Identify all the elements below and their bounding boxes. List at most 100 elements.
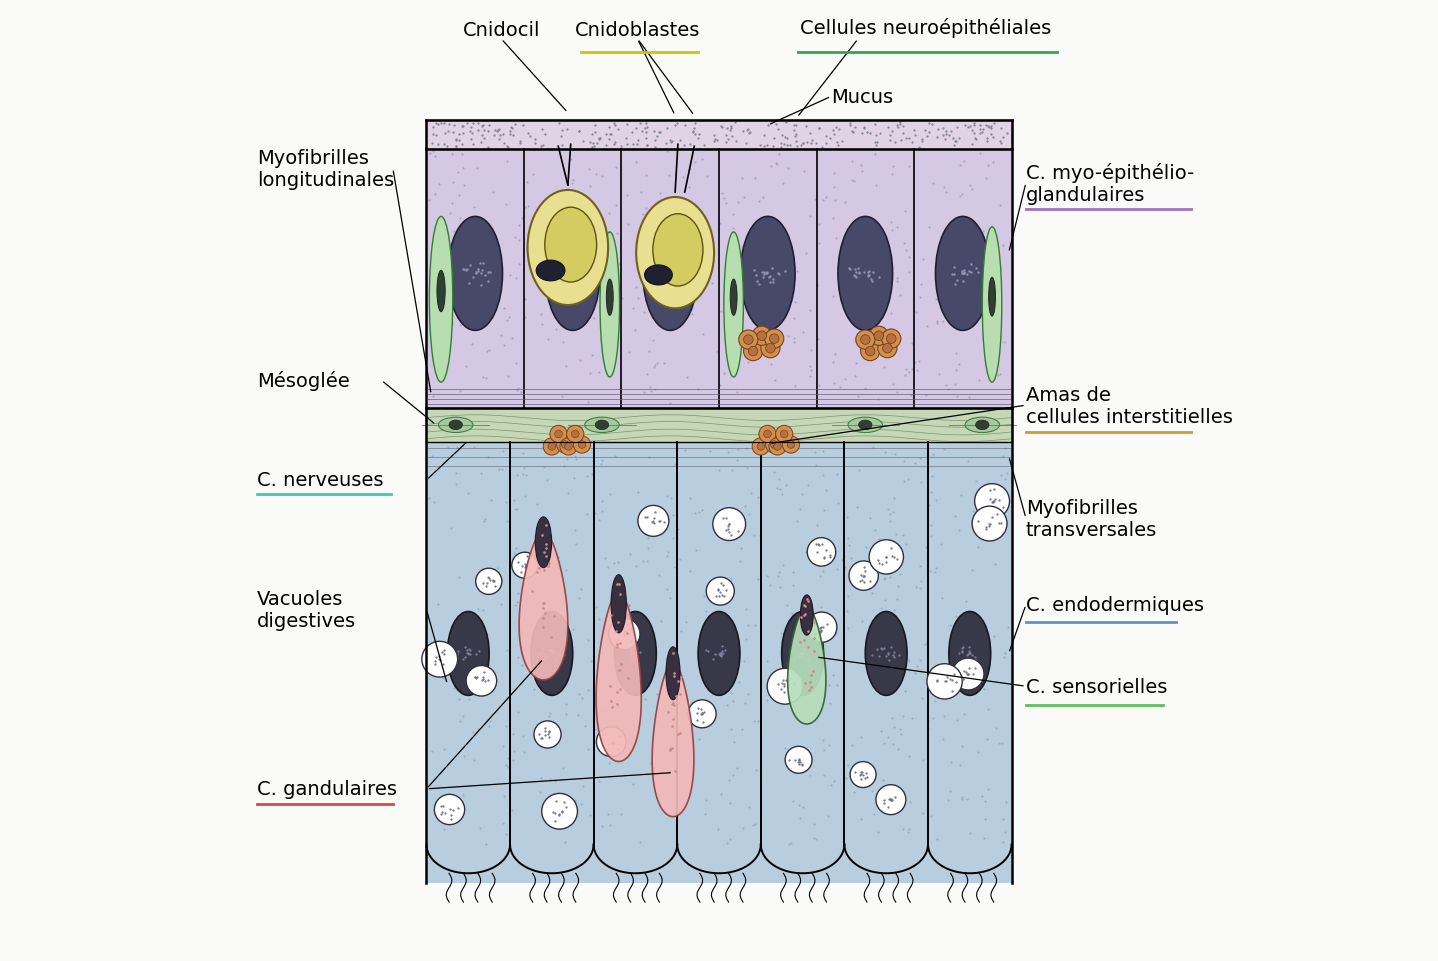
Ellipse shape <box>856 331 874 350</box>
Ellipse shape <box>535 517 552 568</box>
Ellipse shape <box>653 214 703 286</box>
Ellipse shape <box>512 553 538 579</box>
Ellipse shape <box>881 330 900 349</box>
Ellipse shape <box>447 217 502 331</box>
Text: C. gandulaires: C. gandulaires <box>256 779 397 799</box>
Ellipse shape <box>752 438 769 456</box>
Ellipse shape <box>741 217 795 331</box>
Polygon shape <box>519 532 568 680</box>
Ellipse shape <box>848 418 883 433</box>
Text: Mésoglée: Mésoglée <box>256 371 349 391</box>
Ellipse shape <box>559 438 577 456</box>
Ellipse shape <box>785 747 812 774</box>
Ellipse shape <box>739 331 758 350</box>
Ellipse shape <box>528 190 608 306</box>
Ellipse shape <box>731 280 738 316</box>
Ellipse shape <box>574 436 591 454</box>
Ellipse shape <box>595 421 608 431</box>
Ellipse shape <box>666 647 680 700</box>
Ellipse shape <box>549 426 567 443</box>
Ellipse shape <box>807 538 835 567</box>
Ellipse shape <box>781 431 788 438</box>
Text: Cnidocil: Cnidocil <box>463 21 541 39</box>
Ellipse shape <box>434 795 464 825</box>
Ellipse shape <box>533 721 561 749</box>
Ellipse shape <box>952 658 984 690</box>
Ellipse shape <box>638 505 669 537</box>
Ellipse shape <box>545 208 597 283</box>
Text: C. nerveuses: C. nerveuses <box>256 471 383 490</box>
Ellipse shape <box>928 664 962 700</box>
Ellipse shape <box>743 335 754 345</box>
Ellipse shape <box>706 578 735 605</box>
Ellipse shape <box>756 443 765 451</box>
Ellipse shape <box>449 421 463 431</box>
Ellipse shape <box>466 666 496 697</box>
Ellipse shape <box>565 443 572 451</box>
Ellipse shape <box>801 595 814 635</box>
Ellipse shape <box>774 443 781 451</box>
Ellipse shape <box>567 426 584 443</box>
Ellipse shape <box>544 438 561 456</box>
Ellipse shape <box>787 441 795 449</box>
Ellipse shape <box>614 612 656 696</box>
Text: C. myo-épithélio-
glandulaires: C. myo-épithélio- glandulaires <box>1025 162 1194 205</box>
Ellipse shape <box>611 575 627 633</box>
Ellipse shape <box>771 441 778 449</box>
Ellipse shape <box>766 669 802 704</box>
Ellipse shape <box>972 506 1007 541</box>
Ellipse shape <box>765 330 784 349</box>
Ellipse shape <box>531 612 572 696</box>
Text: Mucus: Mucus <box>831 87 893 107</box>
Ellipse shape <box>421 642 457 678</box>
Ellipse shape <box>866 612 907 696</box>
Ellipse shape <box>561 441 569 449</box>
Ellipse shape <box>869 540 903 575</box>
Ellipse shape <box>965 418 999 433</box>
Ellipse shape <box>752 327 771 346</box>
Ellipse shape <box>437 271 446 312</box>
Ellipse shape <box>447 612 489 696</box>
Polygon shape <box>597 592 641 762</box>
Text: Cellules neuroépithéliales: Cellules neuroépithéliales <box>800 18 1051 37</box>
Ellipse shape <box>536 260 565 282</box>
Bar <box>427 121 1011 150</box>
Ellipse shape <box>607 280 613 316</box>
Ellipse shape <box>557 436 574 454</box>
Ellipse shape <box>989 278 995 317</box>
Ellipse shape <box>877 339 897 358</box>
Ellipse shape <box>608 619 640 650</box>
Ellipse shape <box>775 426 792 443</box>
Bar <box>427 442 1011 883</box>
Ellipse shape <box>723 233 743 378</box>
Ellipse shape <box>697 612 741 696</box>
Ellipse shape <box>860 335 870 345</box>
Bar <box>427 150 1011 408</box>
Ellipse shape <box>597 727 626 756</box>
Ellipse shape <box>545 217 600 331</box>
Ellipse shape <box>838 217 893 331</box>
Ellipse shape <box>869 327 889 346</box>
Ellipse shape <box>782 612 824 696</box>
Ellipse shape <box>949 612 991 696</box>
Ellipse shape <box>759 426 777 443</box>
Text: Myofibrilles
longitudinales: Myofibrilles longitudinales <box>256 149 394 189</box>
Text: C. endodermiques: C. endodermiques <box>1025 596 1204 614</box>
Ellipse shape <box>975 421 989 431</box>
Ellipse shape <box>689 701 716 728</box>
Ellipse shape <box>585 418 620 433</box>
Polygon shape <box>788 607 825 725</box>
Ellipse shape <box>578 441 585 449</box>
Ellipse shape <box>761 339 779 358</box>
Ellipse shape <box>769 438 787 456</box>
Ellipse shape <box>542 794 578 829</box>
Ellipse shape <box>874 332 883 341</box>
Ellipse shape <box>764 431 771 438</box>
Text: Vacuoles
digestives: Vacuoles digestives <box>256 589 355 630</box>
Text: Cnidoblastes: Cnidoblastes <box>575 21 700 39</box>
Ellipse shape <box>765 436 782 454</box>
Text: Amas de
cellules interstitielles: Amas de cellules interstitielles <box>1025 385 1232 427</box>
Ellipse shape <box>769 334 779 344</box>
Ellipse shape <box>886 334 896 344</box>
Ellipse shape <box>439 418 473 433</box>
